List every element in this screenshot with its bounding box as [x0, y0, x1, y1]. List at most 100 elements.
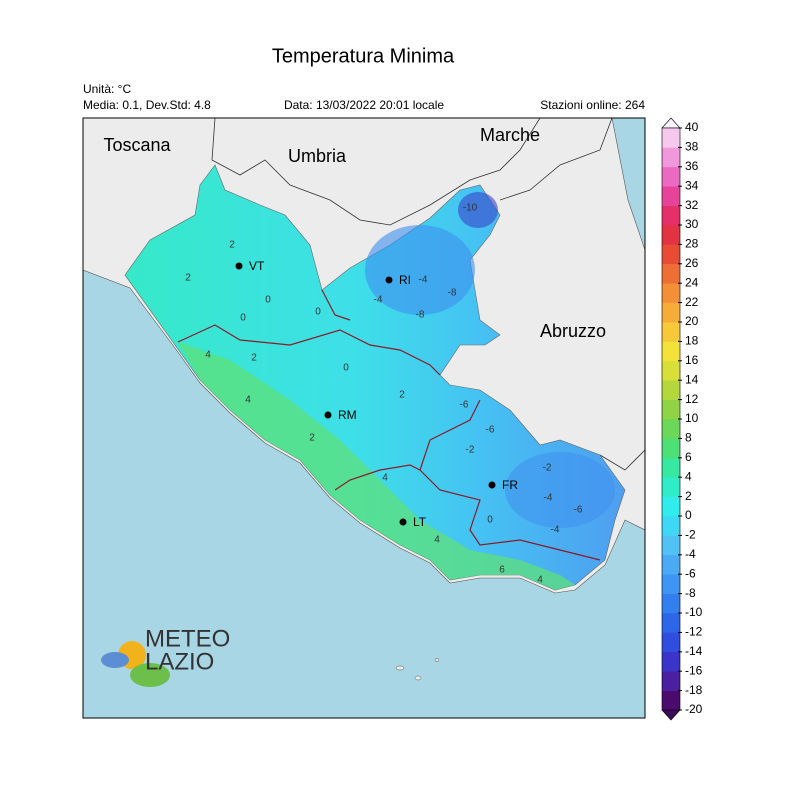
- contour-label: 2: [229, 240, 235, 251]
- colorbar-bin: [662, 322, 680, 342]
- colorbar-bin: [662, 399, 680, 420]
- colorbar-bin: [662, 516, 680, 536]
- contour-label: -6: [460, 400, 469, 411]
- contour-label: 6: [499, 565, 505, 576]
- colorbar-bin: [662, 205, 680, 226]
- colorbar-bin: [662, 457, 680, 478]
- contour-label: -4: [551, 525, 560, 536]
- colorbar-bin: [662, 360, 680, 381]
- colorbar-bin: [662, 593, 680, 614]
- colorbar-bin: [662, 574, 680, 594]
- colorbar-bin: [662, 244, 680, 265]
- title: Temperatura Minima: [272, 45, 455, 67]
- colorbar-tick-label: 10: [685, 411, 699, 425]
- colorbar-bin: [662, 438, 680, 459]
- contour-label: 0: [343, 363, 349, 374]
- colorbar-tick-label: 0: [685, 508, 692, 522]
- lazio: [124, 164, 626, 591]
- colorbar-tick-label: 4: [685, 469, 692, 483]
- cold-area: [365, 225, 475, 315]
- city-dot: [235, 262, 243, 270]
- cold-area: [505, 452, 615, 528]
- colorbar-tick-label: 40: [685, 120, 699, 134]
- region-label: Abruzzo: [540, 321, 606, 341]
- colorbar-bin: [662, 651, 680, 672]
- colorbar-bin: [662, 225, 680, 245]
- city-label: FR: [502, 478, 518, 492]
- unit: Unità: °C: [83, 82, 131, 96]
- contour-label: 4: [205, 350, 211, 361]
- colorbar-tick-label: 12: [685, 392, 699, 406]
- colorbar-bin: [662, 496, 680, 517]
- colorbar-bin: [662, 613, 680, 633]
- colorbar-bin: [662, 283, 680, 303]
- logo-text: METEO: [145, 625, 230, 652]
- city-dot: [488, 481, 496, 489]
- colorbar-tick-label: 36: [685, 159, 699, 173]
- colorbar-bin: [662, 263, 680, 284]
- city-label: VT: [249, 259, 265, 273]
- contour-label: -2: [466, 445, 475, 456]
- province-border: [419, 399, 601, 561]
- colorbar-tick-label: 30: [685, 217, 699, 231]
- contour-label: 4: [434, 535, 440, 546]
- region-border: [499, 118, 613, 201]
- colorbar-tick-label: 34: [685, 178, 699, 192]
- contour-label: 0: [315, 307, 321, 318]
- colorbar-tick-label: 24: [685, 275, 699, 289]
- region-border: [599, 449, 645, 471]
- colorbar-bin: [662, 554, 680, 575]
- region-label: Umbria: [288, 146, 347, 166]
- contour-label: 4: [537, 575, 543, 586]
- colorbar-tick-label: 28: [685, 237, 699, 251]
- colorbar-bin: [662, 186, 680, 206]
- city-label: RM: [338, 408, 357, 422]
- contour-label: 2: [251, 353, 257, 364]
- colorbar-tick-label: 8: [685, 431, 692, 445]
- frame: [82, 117, 646, 719]
- city-dot: [399, 518, 407, 526]
- contour-label: 0: [240, 313, 246, 324]
- region-label: Toscana: [103, 135, 171, 155]
- logo: METEO LAZIO: [101, 625, 230, 687]
- contour-label: -4: [419, 275, 428, 286]
- contour-label: 2: [185, 273, 191, 284]
- contour-label: 0: [265, 295, 271, 306]
- colorbar-bin: [662, 671, 680, 691]
- island: [395, 665, 405, 671]
- map: METEO LAZIO: [83, 118, 645, 718]
- colorbar-bin: [662, 302, 680, 323]
- colorbar-tick-label: 26: [685, 256, 699, 270]
- colorbar-bin: [662, 166, 680, 187]
- cold-area: [458, 192, 498, 228]
- colorbar-tick-label: 32: [685, 198, 699, 212]
- colorbar-bin: [662, 690, 680, 711]
- island: [434, 658, 440, 662]
- colorbar-bin: [662, 477, 680, 497]
- contour-label: 0: [487, 515, 493, 526]
- city-dot: [385, 276, 393, 284]
- colorbar-tick-label: -18: [685, 683, 703, 697]
- city-dot: [324, 411, 332, 419]
- colorbar-tick-label: -20: [685, 702, 703, 716]
- colorbar-tick-label: -14: [685, 644, 703, 658]
- colorbar-bin: [662, 380, 680, 400]
- province-border: [334, 464, 421, 491]
- contour-label: 4: [382, 473, 388, 484]
- colorbar-tick-label: -12: [685, 625, 703, 639]
- region-label: Marche: [480, 125, 540, 145]
- contour-label: -4: [374, 295, 383, 306]
- colorbar-bin: [662, 147, 680, 168]
- colorbar-tick-label: 38: [685, 140, 699, 154]
- colorbar-tick-label: 6: [685, 450, 692, 464]
- island: [414, 675, 422, 681]
- contour-label: -6: [574, 505, 583, 516]
- province-border: [321, 289, 351, 321]
- colorbar-tick-label: 22: [685, 295, 699, 309]
- coastal-warm: [178, 342, 575, 590]
- city-label: LT: [413, 515, 427, 529]
- colorbar-tick-label: -16: [685, 663, 703, 677]
- contour-label: -4: [544, 493, 553, 504]
- contour-label: 2: [309, 433, 315, 444]
- colorbar-tick-label: -8: [685, 586, 696, 600]
